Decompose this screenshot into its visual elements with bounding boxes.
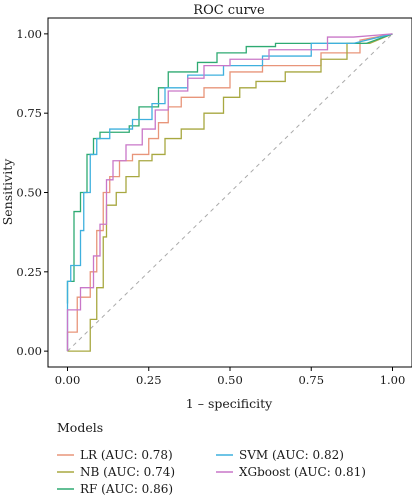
x-tick-label: 0.25 bbox=[136, 373, 162, 387]
legend-label-nb: NB (AUC: 0.74) bbox=[80, 465, 175, 479]
legend: LR (AUC: 0.78) NB (AUC: 0.74) RF (AUC: 0.8… bbox=[57, 448, 366, 496]
legend-label-lr: LR (AUC: 0.78) bbox=[80, 448, 173, 462]
legend-label-xgboost: XGboost (AUC: 0.81) bbox=[239, 465, 366, 479]
series-line-nb bbox=[67, 33, 393, 352]
y-tick-label: 1.00 bbox=[16, 27, 42, 41]
y-tick-label: 0.25 bbox=[16, 265, 42, 279]
series-line-lr bbox=[66, 33, 393, 352]
series-line-rf bbox=[66, 33, 393, 304]
legend-label-rf: RF (AUC: 0.86) bbox=[80, 482, 173, 496]
reference-diagonal bbox=[67, 33, 393, 352]
y-axis-title: Sensitivity bbox=[0, 158, 15, 226]
x-tick-label: 0.75 bbox=[298, 373, 324, 387]
x-tick-label: 0.50 bbox=[217, 373, 243, 387]
y-tick-label: 0.50 bbox=[16, 186, 42, 200]
y-tick-label: 0.75 bbox=[16, 106, 42, 120]
chart-title: ROC curve bbox=[193, 3, 265, 18]
legend-label-svm: SVM (AUC: 0.82) bbox=[239, 448, 344, 462]
x-axis-title: 1 – specificity bbox=[186, 396, 273, 411]
series-group bbox=[66, 33, 393, 352]
axis-ticks: 0.00 0.25 0.50 0.75 1.00 0.00 0.25 0.50 0.75 1.00 bbox=[16, 27, 405, 387]
x-tick-label: 0.00 bbox=[55, 373, 81, 387]
legend-title: Models bbox=[57, 420, 103, 435]
series-line-xgboost bbox=[66, 33, 393, 352]
series-line-svm bbox=[66, 33, 393, 352]
x-tick-label: 1.00 bbox=[380, 373, 406, 387]
y-tick-label: 0.00 bbox=[16, 344, 42, 358]
